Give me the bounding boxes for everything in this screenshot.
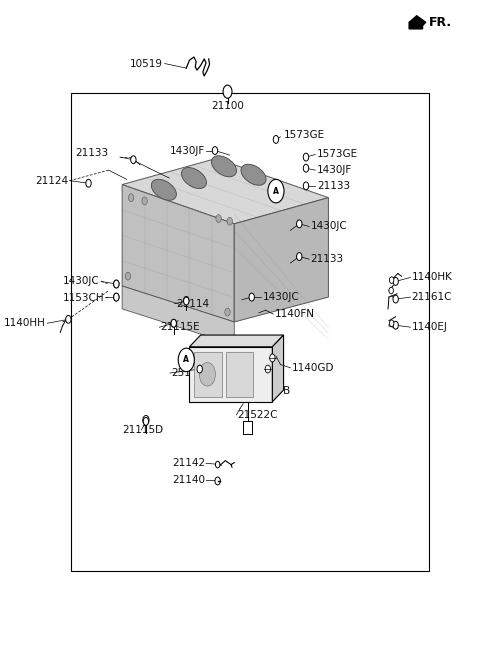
Text: 21124: 21124 [35, 175, 68, 186]
Polygon shape [409, 16, 426, 29]
Text: 1140HK: 1140HK [411, 273, 452, 283]
Circle shape [66, 315, 71, 323]
Circle shape [389, 277, 394, 283]
Text: 1140GD: 1140GD [292, 363, 334, 373]
Text: 21522C: 21522C [238, 410, 278, 420]
Text: 21100: 21100 [211, 101, 244, 111]
Text: 1430JC: 1430JC [311, 221, 347, 231]
Polygon shape [272, 335, 284, 402]
Circle shape [212, 147, 217, 154]
Text: 1140HH: 1140HH [4, 318, 46, 328]
Circle shape [199, 363, 216, 386]
Text: 21133: 21133 [75, 148, 108, 158]
Text: 1430JF: 1430JF [317, 165, 352, 175]
Circle shape [86, 179, 91, 187]
Circle shape [393, 277, 398, 285]
Circle shape [273, 135, 278, 143]
Bar [71, 93, 429, 570]
Circle shape [216, 461, 220, 468]
Ellipse shape [211, 156, 237, 177]
Text: FR.: FR. [428, 16, 452, 29]
Text: 1573GE: 1573GE [284, 130, 324, 140]
Text: A: A [183, 355, 189, 365]
Circle shape [178, 348, 194, 372]
Circle shape [125, 272, 131, 280]
Circle shape [389, 320, 394, 327]
Text: 21161C: 21161C [411, 292, 452, 302]
Circle shape [143, 415, 149, 424]
Circle shape [114, 280, 119, 288]
Text: 21115D: 21115D [122, 425, 163, 435]
Circle shape [227, 217, 232, 225]
Text: 1153CH: 1153CH [62, 293, 104, 303]
Circle shape [303, 164, 309, 172]
Circle shape [114, 293, 119, 301]
Circle shape [171, 319, 177, 327]
Text: 1430JF: 1430JF [170, 146, 205, 156]
Circle shape [183, 297, 189, 305]
Text: 1430JC: 1430JC [263, 292, 299, 302]
Ellipse shape [181, 168, 206, 189]
Circle shape [393, 295, 398, 303]
Circle shape [143, 417, 149, 425]
Text: 1140EJ: 1140EJ [411, 322, 447, 332]
Circle shape [215, 477, 220, 485]
Polygon shape [122, 185, 234, 322]
Circle shape [183, 296, 189, 304]
Polygon shape [122, 158, 328, 224]
Circle shape [216, 215, 221, 223]
Bar [226, 352, 253, 397]
Polygon shape [190, 335, 284, 347]
Circle shape [265, 365, 271, 373]
Circle shape [303, 153, 309, 161]
Circle shape [249, 293, 254, 301]
Text: 21133: 21133 [317, 181, 350, 191]
Text: 25124D: 25124D [171, 368, 213, 378]
Circle shape [297, 220, 302, 228]
Circle shape [270, 354, 275, 362]
Circle shape [223, 85, 232, 98]
Circle shape [129, 194, 134, 202]
Text: A: A [273, 187, 279, 196]
Text: 1430JC: 1430JC [63, 277, 100, 286]
Circle shape [142, 197, 147, 205]
Circle shape [389, 287, 394, 294]
Text: 21140: 21140 [172, 475, 205, 486]
Polygon shape [122, 286, 234, 345]
Text: 21119B: 21119B [250, 386, 290, 396]
Circle shape [297, 252, 302, 260]
Text: 21115E: 21115E [160, 322, 200, 332]
Text: 21114: 21114 [176, 299, 209, 309]
Circle shape [114, 280, 119, 288]
Text: 10519: 10519 [130, 58, 163, 68]
Circle shape [268, 179, 284, 203]
Circle shape [131, 156, 136, 164]
Ellipse shape [151, 179, 176, 200]
Circle shape [114, 293, 119, 301]
Bar [190, 347, 272, 402]
Circle shape [171, 319, 177, 327]
Circle shape [225, 308, 230, 316]
Circle shape [303, 182, 309, 190]
Circle shape [393, 321, 398, 329]
Bar [194, 352, 222, 397]
Circle shape [197, 365, 203, 373]
Polygon shape [234, 198, 328, 322]
Text: 21142: 21142 [172, 459, 205, 468]
Ellipse shape [241, 164, 266, 185]
Text: 1573GE: 1573GE [317, 150, 359, 160]
Text: 1140FN: 1140FN [275, 309, 314, 319]
Text: 21133: 21133 [311, 254, 344, 264]
